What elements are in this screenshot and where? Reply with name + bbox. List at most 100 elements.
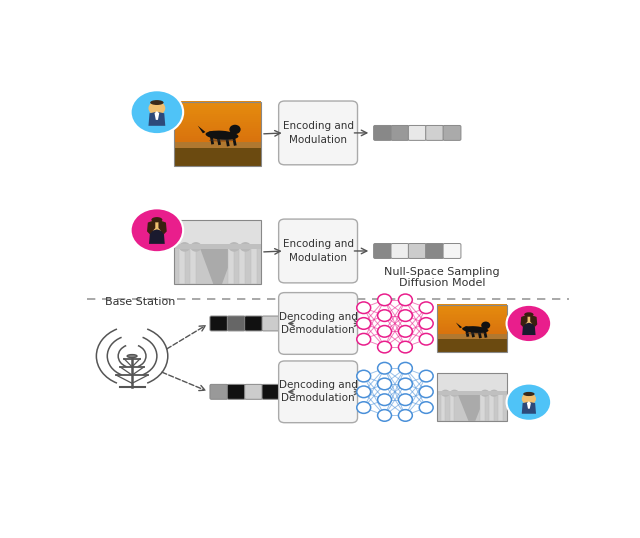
Ellipse shape <box>450 390 459 397</box>
Ellipse shape <box>462 326 488 333</box>
Bar <box>437 309 507 311</box>
Bar <box>437 328 507 330</box>
Bar <box>437 391 507 394</box>
Bar <box>437 305 507 352</box>
Bar <box>437 332 507 335</box>
FancyBboxPatch shape <box>227 384 245 399</box>
Ellipse shape <box>524 312 534 317</box>
Bar <box>174 131 261 133</box>
Circle shape <box>356 402 371 413</box>
Bar <box>437 310 507 312</box>
Bar <box>437 324 507 325</box>
Circle shape <box>149 220 164 232</box>
Bar <box>498 393 503 421</box>
Circle shape <box>399 394 412 406</box>
Bar <box>437 306 507 308</box>
Ellipse shape <box>190 242 202 252</box>
FancyBboxPatch shape <box>210 316 228 331</box>
Circle shape <box>507 305 551 342</box>
Bar <box>437 321 507 323</box>
Bar <box>174 125 261 128</box>
Polygon shape <box>527 401 531 409</box>
Bar <box>174 105 261 108</box>
Polygon shape <box>198 125 205 133</box>
Bar <box>437 327 507 329</box>
Ellipse shape <box>179 242 190 252</box>
Bar <box>174 119 261 122</box>
Polygon shape <box>147 220 156 234</box>
FancyBboxPatch shape <box>408 125 426 140</box>
Polygon shape <box>458 394 486 421</box>
FancyBboxPatch shape <box>426 125 444 140</box>
Bar <box>437 373 507 394</box>
Circle shape <box>399 409 412 421</box>
Bar <box>437 319 507 321</box>
Circle shape <box>148 101 165 115</box>
Circle shape <box>522 393 536 405</box>
Bar <box>174 122 261 124</box>
Bar <box>440 393 445 421</box>
Bar <box>251 247 257 284</box>
Circle shape <box>419 370 433 382</box>
Bar <box>174 103 261 106</box>
FancyBboxPatch shape <box>391 125 409 140</box>
Bar <box>174 115 261 118</box>
Polygon shape <box>456 322 462 328</box>
FancyBboxPatch shape <box>244 384 262 399</box>
Bar <box>174 111 261 114</box>
Circle shape <box>419 334 433 345</box>
Ellipse shape <box>150 100 164 105</box>
Circle shape <box>399 363 412 374</box>
Circle shape <box>378 394 392 406</box>
Ellipse shape <box>228 242 240 252</box>
FancyBboxPatch shape <box>227 316 245 331</box>
Ellipse shape <box>523 392 534 396</box>
FancyBboxPatch shape <box>262 316 280 331</box>
Bar <box>228 247 234 284</box>
Bar <box>179 247 185 284</box>
Circle shape <box>378 310 392 321</box>
Bar <box>437 305 507 306</box>
FancyBboxPatch shape <box>278 293 358 355</box>
Bar <box>437 335 507 352</box>
FancyBboxPatch shape <box>210 384 228 399</box>
Bar <box>190 247 196 284</box>
Ellipse shape <box>490 390 499 397</box>
Circle shape <box>378 341 392 353</box>
FancyBboxPatch shape <box>443 244 461 258</box>
FancyBboxPatch shape <box>408 244 426 258</box>
Bar <box>437 325 507 327</box>
Circle shape <box>356 302 371 314</box>
Circle shape <box>131 90 183 134</box>
Text: Base Station: Base Station <box>105 297 175 307</box>
Text: Dencoding and
Demodulation: Dencoding and Demodulation <box>278 380 358 404</box>
Text: Encoding and
Modulation: Encoding and Modulation <box>283 239 353 263</box>
Polygon shape <box>522 323 536 335</box>
Bar <box>450 393 454 421</box>
Text: Encoding and
Modulation: Encoding and Modulation <box>283 121 353 145</box>
Bar <box>437 316 507 318</box>
Bar <box>174 133 261 136</box>
Bar <box>437 313 507 315</box>
Polygon shape <box>200 249 235 284</box>
Circle shape <box>356 370 371 382</box>
Bar <box>174 114 261 116</box>
Bar <box>437 322 507 324</box>
Circle shape <box>229 125 241 134</box>
Bar <box>437 373 507 421</box>
FancyBboxPatch shape <box>278 101 358 165</box>
FancyBboxPatch shape <box>374 244 392 258</box>
FancyBboxPatch shape <box>278 361 358 423</box>
Bar <box>174 102 261 166</box>
Bar <box>437 312 507 314</box>
Bar <box>437 373 507 421</box>
Bar <box>437 331 507 333</box>
FancyBboxPatch shape <box>244 316 262 331</box>
Polygon shape <box>154 111 159 120</box>
Circle shape <box>481 322 490 329</box>
Ellipse shape <box>441 390 450 397</box>
FancyBboxPatch shape <box>443 125 461 140</box>
Bar <box>174 220 261 284</box>
Bar <box>174 244 261 249</box>
Ellipse shape <box>240 242 251 252</box>
